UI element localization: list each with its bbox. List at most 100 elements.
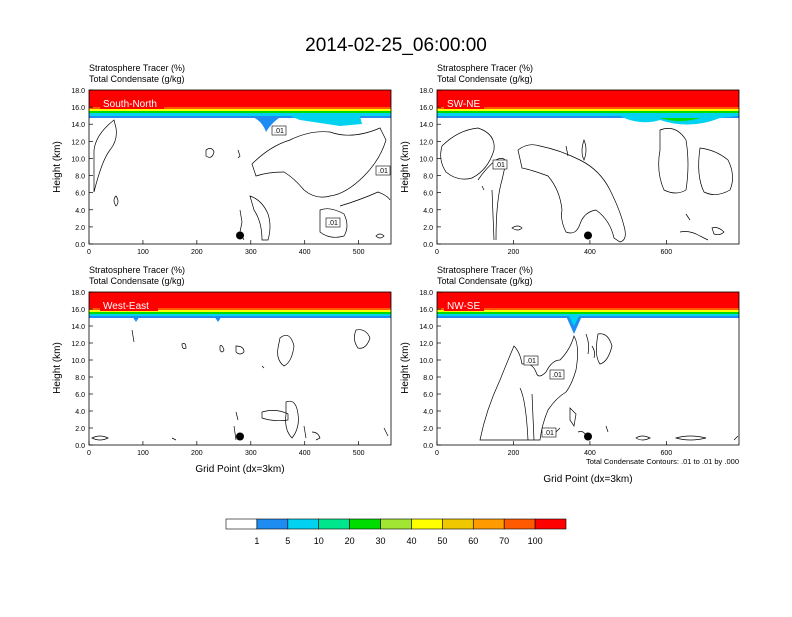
- y-tick-label: 6.0: [423, 392, 433, 399]
- x-tick-label: 100: [137, 450, 149, 457]
- contour-line: [375, 233, 385, 239]
- tracer-field: [437, 292, 739, 334]
- tracer-dip: [290, 116, 362, 126]
- panel-label: West-East: [103, 301, 149, 312]
- y-tick-label: 6.0: [75, 392, 85, 399]
- plot-frame: [88, 89, 392, 245]
- tracer-band-40: [89, 109, 391, 111]
- colorbar-swatch: [256, 518, 289, 530]
- y-axis-label: Height (km): [52, 141, 63, 193]
- contour-label: .01: [328, 220, 338, 227]
- location-marker: [236, 231, 244, 240]
- y-axis-label: Height (km): [52, 342, 63, 394]
- y-tick-label: 0.0: [423, 242, 433, 249]
- y-tick-label: 8.0: [423, 174, 433, 181]
- y-tick-label: 12.0: [71, 139, 85, 146]
- contour-label-box: .01: [541, 427, 557, 438]
- y-tick-label: 4.0: [423, 208, 433, 215]
- tracer-band-70: [89, 107, 391, 109]
- x-tick-label: 300: [245, 249, 257, 256]
- x-tick-label: 0: [87, 249, 91, 256]
- y-tick-label: 12.0: [71, 341, 85, 348]
- colorbar-swatch: [534, 518, 567, 530]
- colorbar-swatch: [472, 518, 505, 530]
- x-tick-label: 500: [353, 249, 365, 256]
- plot-frame: [436, 89, 740, 245]
- tracer-band-20: [89, 111, 391, 113]
- tracer-band-10: [89, 113, 391, 116]
- x-tick-label: 200: [508, 450, 520, 457]
- colorbar-label: 5: [285, 536, 290, 546]
- x-tick-label: 0: [87, 450, 91, 457]
- panel-subtitle-line2: Total Condensate (g/kg): [89, 276, 185, 286]
- colorbar-swatch: [442, 518, 474, 530]
- tracer-band-40: [437, 310, 739, 312]
- colorbar-label: 1: [254, 536, 259, 546]
- contour-line: [477, 158, 507, 241]
- x-axis-label: Grid Point (dx=3km): [195, 464, 284, 475]
- panel-label-box: [444, 97, 484, 109]
- colorbar-swatch: [287, 518, 320, 530]
- contour-line: [581, 138, 587, 161]
- panel-nw-se: Stratosphere Tracer (%) Total Condensate…: [400, 265, 740, 485]
- panel-label: South-North: [103, 99, 157, 110]
- contour-line: [219, 345, 225, 353]
- y-tick-label: 14.0: [71, 324, 85, 331]
- y-axis-label: Height (km): [400, 342, 411, 394]
- panel-subtitle-line2: Total Condensate (g/kg): [437, 74, 533, 84]
- plot-frame: [436, 291, 740, 446]
- panel-subtitle-line1: Stratosphere Tracer (%): [437, 265, 533, 275]
- panel-west-east: Stratosphere Tracer (%) Total Condensate…: [52, 265, 392, 475]
- panel-label-box: [100, 299, 158, 311]
- colorbar-swatch: [503, 518, 536, 530]
- y-tick-label: 6.0: [75, 191, 85, 198]
- tracer-dip: [660, 118, 700, 121]
- contour-label-box: .01: [523, 355, 539, 366]
- tracer-dip: [250, 116, 282, 132]
- contour-label: .01: [544, 430, 554, 437]
- location-marker: [584, 432, 592, 441]
- y-tick-label: 18.0: [71, 290, 85, 297]
- contour-line: [733, 435, 739, 441]
- contour-label-box: .01: [325, 217, 341, 228]
- contour-line: [383, 427, 389, 437]
- colorbar-swatch: [318, 518, 350, 530]
- y-tick-label: 10.0: [71, 358, 85, 365]
- contour-line: [511, 225, 523, 231]
- condensate-contours: [440, 127, 733, 243]
- tracer-band-100: [89, 90, 391, 108]
- colorbar-label: 10: [314, 536, 324, 546]
- x-tick-label: 0: [435, 450, 439, 457]
- panel-subtitle-line1: Stratosphere Tracer (%): [89, 63, 185, 73]
- y-tick-label: 8.0: [423, 375, 433, 382]
- colorbar: 1 5 10 20 30 40 50 60 70 100: [225, 518, 567, 546]
- tracer-band-70: [437, 107, 739, 109]
- y-tick-label: 10.0: [71, 156, 85, 163]
- tracer-band-20: [89, 312, 391, 314]
- tracer-band-100: [437, 292, 739, 309]
- contour-line: [91, 435, 109, 441]
- y-tick-label: 18.0: [419, 88, 433, 95]
- contour-line: [585, 333, 596, 359]
- y-tick-label: 2.0: [75, 426, 85, 433]
- x-tick-label: 400: [299, 249, 311, 256]
- tracer-band-100: [437, 90, 739, 108]
- y-tick-label: 6.0: [423, 191, 433, 198]
- colorbar-swatch: [225, 518, 258, 530]
- contour-line: [249, 195, 271, 241]
- y-tick-label: 4.0: [75, 409, 85, 416]
- contour-line: [658, 128, 689, 194]
- axes: 0.0 2.0 4.0 6.0 8.0 10.0 12.0 14.0 16.0 18.0 0 200 4…: [419, 88, 672, 256]
- x-tick-label: 400: [584, 450, 596, 457]
- contour-line: [565, 145, 569, 157]
- y-tick-label: 14.0: [71, 122, 85, 129]
- tracer-field: [437, 90, 739, 125]
- condensate-contours: [479, 333, 739, 441]
- y-tick-label: 16.0: [419, 307, 433, 314]
- contour-line: [93, 119, 117, 193]
- contour-line: [285, 400, 299, 439]
- contour-label-box: .01: [492, 159, 508, 170]
- y-tick-label: 0.0: [423, 443, 433, 450]
- x-tick-label: 200: [191, 249, 203, 256]
